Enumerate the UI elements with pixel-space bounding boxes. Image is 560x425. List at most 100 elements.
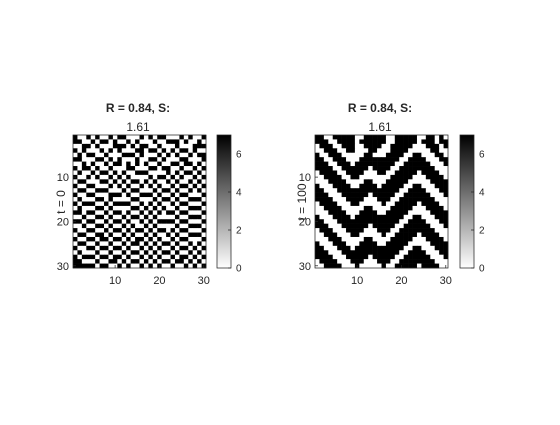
heatmap-cell xyxy=(175,197,180,202)
heatmap-cell xyxy=(144,210,149,215)
heatmap-cell xyxy=(413,246,418,251)
heatmap-cell xyxy=(426,184,431,189)
heatmap-cell xyxy=(197,264,202,269)
heatmap-cell xyxy=(377,179,382,184)
heatmap-cell xyxy=(91,202,96,207)
heatmap-cell xyxy=(328,202,333,207)
heatmap-cell xyxy=(350,157,355,162)
heatmap-cell xyxy=(95,259,100,264)
heatmap-cell xyxy=(368,215,373,220)
heatmap-cell xyxy=(104,175,109,180)
heatmap-cell xyxy=(408,170,413,175)
heatmap-cell xyxy=(444,166,449,171)
heatmap-cell xyxy=(346,135,351,140)
heatmap-cell xyxy=(417,259,422,264)
heatmap-cell xyxy=(359,259,364,264)
heatmap-cell xyxy=(82,166,87,171)
heatmap-cell xyxy=(82,202,87,207)
heatmap-cell xyxy=(179,144,184,149)
heatmap-cell xyxy=(179,237,184,242)
heatmap-cell xyxy=(131,157,136,162)
heatmap-cell xyxy=(153,237,158,242)
heatmap-cell xyxy=(77,233,82,238)
heatmap-cell xyxy=(171,157,176,162)
heatmap-cell xyxy=(444,250,449,255)
heatmap-cell xyxy=(333,188,338,193)
heatmap-cell xyxy=(171,241,176,246)
heatmap-cell xyxy=(324,259,329,264)
heatmap-cell xyxy=(126,228,131,233)
heatmap-cell xyxy=(421,179,426,184)
heatmap-cell xyxy=(135,148,140,153)
heatmap-cell xyxy=(421,224,426,229)
heatmap-cell xyxy=(333,224,338,229)
heatmap-cell xyxy=(444,139,449,144)
heatmap-cell xyxy=(368,157,373,162)
heatmap-cell xyxy=(324,175,329,180)
heatmap-cell xyxy=(126,206,131,211)
heatmap-cell xyxy=(193,148,198,153)
heatmap-cell xyxy=(386,241,391,246)
heatmap-cell xyxy=(386,175,391,180)
heatmap-cell xyxy=(171,237,176,242)
heatmap-cell xyxy=(184,264,189,269)
heatmap-cell xyxy=(426,197,431,202)
heatmap-cell xyxy=(122,166,127,171)
heatmap-cell xyxy=(171,219,176,224)
heatmap-cell xyxy=(184,215,189,220)
heatmap-cell xyxy=(417,228,422,233)
heatmap-cell xyxy=(435,202,440,207)
heatmap-cell xyxy=(157,188,162,193)
heatmap-cell xyxy=(175,170,180,175)
heatmap-cell xyxy=(100,166,105,171)
heatmap-cell xyxy=(122,144,127,149)
heatmap-cell xyxy=(408,162,413,167)
heatmap-cell xyxy=(430,197,435,202)
heatmap-cell xyxy=(157,153,162,158)
heatmap-cell xyxy=(179,193,184,198)
heatmap-cell xyxy=(382,135,387,140)
heatmap-cell xyxy=(184,246,189,251)
heatmap-cell xyxy=(399,139,404,144)
heatmap-cell xyxy=(202,157,207,162)
heatmap-cell xyxy=(350,179,355,184)
heatmap-cell xyxy=(377,250,382,255)
heatmap-cell xyxy=(346,224,351,229)
heatmap-cell xyxy=(162,202,167,207)
heatmap-cell xyxy=(404,135,409,140)
heatmap-cell xyxy=(404,219,409,224)
heatmap-cell xyxy=(390,241,395,246)
heatmap-cell xyxy=(346,162,351,167)
heatmap-cell xyxy=(95,255,100,260)
x-tick-label: 10 xyxy=(351,275,363,287)
heatmap-cell xyxy=(184,184,189,189)
heatmap-cell xyxy=(373,210,378,215)
heatmap-cell xyxy=(413,144,418,149)
heatmap-cell xyxy=(413,241,418,246)
heatmap-cell xyxy=(324,197,329,202)
heatmap-cell xyxy=(346,255,351,260)
heatmap-cell xyxy=(82,179,87,184)
heatmap-cell xyxy=(342,219,347,224)
heatmap-cell xyxy=(179,170,184,175)
heatmap-cell xyxy=(86,264,91,269)
heatmap-cell xyxy=(324,139,329,144)
heatmap-cell xyxy=(368,179,373,184)
heatmap-cell xyxy=(324,255,329,260)
heatmap-cell xyxy=(390,197,395,202)
heatmap-cell xyxy=(144,170,149,175)
heatmap-cell xyxy=(315,135,320,140)
heatmap-cell xyxy=(175,188,180,193)
heatmap-cell xyxy=(188,188,193,193)
heatmap-cell xyxy=(413,175,418,180)
heatmap-cell xyxy=(417,255,422,260)
heatmap-cell xyxy=(328,264,333,269)
heatmap-cell xyxy=(439,210,444,215)
heatmap-cell xyxy=(417,241,422,246)
heatmap-cell xyxy=(117,250,122,255)
heatmap-cell xyxy=(408,157,413,162)
heatmap-cell xyxy=(421,250,426,255)
heatmap-cell xyxy=(382,202,387,207)
heatmap-cell xyxy=(404,241,409,246)
heatmap-cell xyxy=(86,202,91,207)
